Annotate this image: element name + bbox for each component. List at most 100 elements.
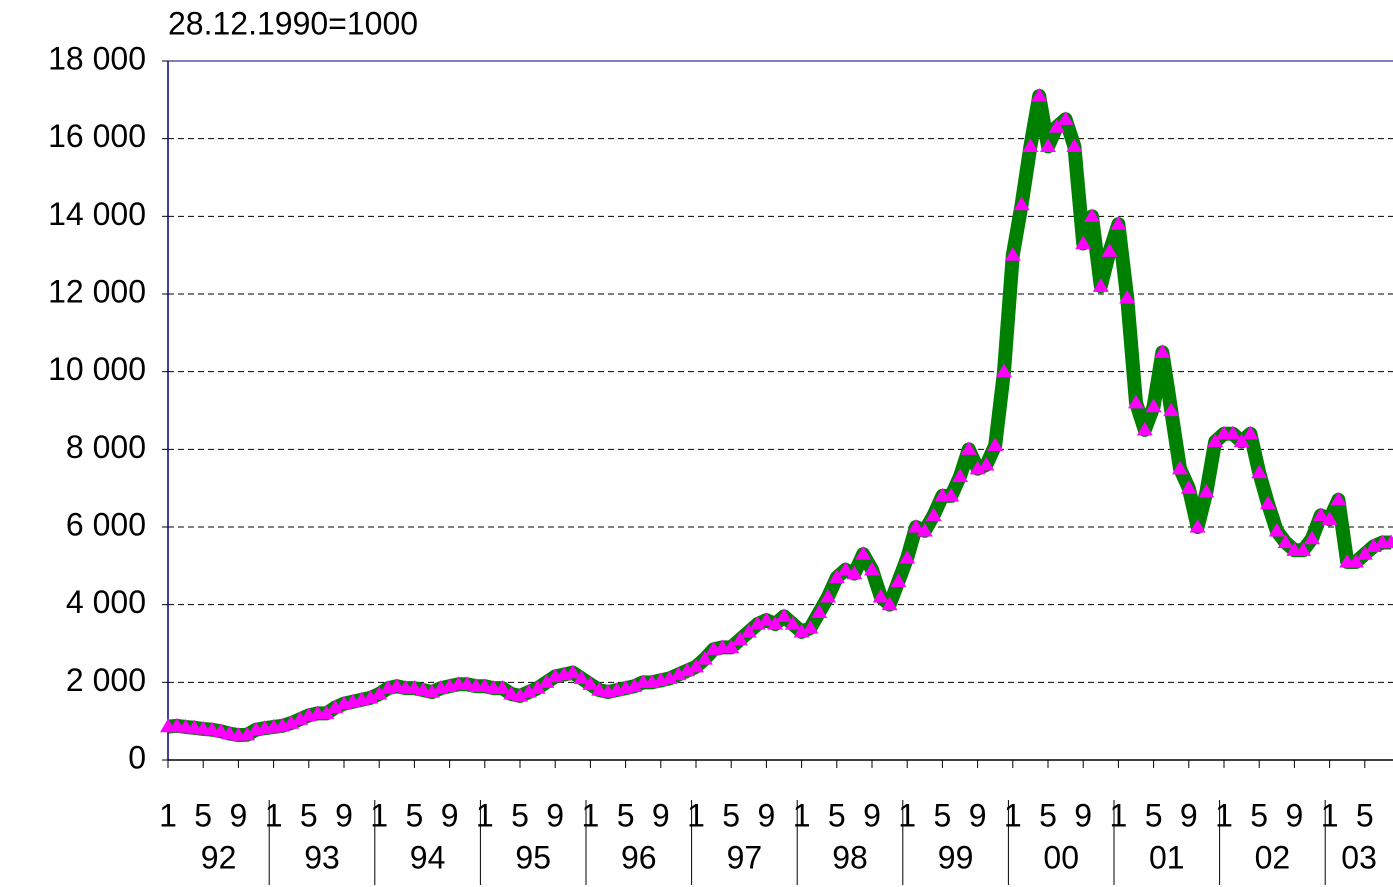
marker [732,631,748,646]
x-tick-label: 1 [687,797,705,833]
x-tick-label: 1 [265,797,283,833]
marker [1224,425,1241,440]
marker [1180,480,1197,494]
marker [1136,421,1153,436]
marker [1092,278,1109,292]
marker [758,612,775,626]
x-tick-label: 1 [370,797,388,833]
marker [828,569,845,584]
x-tick-label: 1 [1321,797,1339,833]
marker [740,623,757,638]
marker [1277,534,1294,549]
marker [424,684,440,698]
x-tick-label: 9 [758,797,776,833]
x-tick-label: 5 [300,797,318,833]
marker [1154,344,1171,358]
marker [1013,196,1030,211]
marker [952,468,968,483]
marker [1022,138,1039,153]
marker [679,662,696,677]
marker [688,658,704,673]
x-tick-label: 1 [159,797,177,833]
marker [987,437,1004,452]
marker [292,711,308,725]
x-tick-label: 5 [511,797,529,833]
x-tick-label: 1 [582,797,600,833]
year-label: 96 [621,839,657,875]
marker [212,723,229,737]
marker [916,522,933,537]
y-tick-label: 14 000 [48,196,146,232]
x-tick-label: 5 [194,797,212,833]
x-tick-label: 9 [863,797,881,833]
marker [512,687,528,702]
marker [239,726,256,741]
line [167,88,1392,743]
marker [1295,542,1312,556]
marker [802,619,819,634]
marker [1233,433,1250,448]
y-tick-label: 0 [128,739,146,775]
x-tick-label: 9 [652,797,670,833]
chart-title: 28.12.1990=1000 [168,5,418,41]
marker [1321,511,1338,525]
y-tick-label: 10 000 [48,351,146,387]
marker [864,561,880,576]
x-tick-label: 9 [441,797,459,833]
marker [1075,235,1092,250]
marker [960,441,977,455]
year-label: 02 [1255,839,1291,875]
x-tick-label: 9 [546,797,564,833]
y-tick-label: 12 000 [48,273,146,309]
marker [1172,460,1188,475]
marker [318,705,335,719]
marker [1242,425,1259,440]
marker [1163,402,1180,417]
marker [749,616,766,630]
marker [1383,534,1393,549]
marker [978,456,995,471]
marker [1031,87,1048,102]
marker [784,616,801,630]
marker [1128,394,1144,409]
marker [529,680,546,694]
x-tick-label: 1 [793,797,811,833]
marker [1268,522,1285,537]
marker [564,664,581,679]
marker [327,699,344,714]
marker [820,588,836,603]
marker [1312,507,1329,521]
marker [661,670,678,685]
marker [1198,484,1215,498]
marker [925,507,942,521]
y-tick-label: 18 000 [48,40,146,76]
marker [362,689,379,704]
marker [1251,464,1268,479]
x-tick-label: 9 [230,797,248,833]
marker [283,715,300,729]
year-label: 93 [304,839,340,875]
x-tick-label: 9 [1180,797,1198,833]
marker [767,616,784,630]
y-tick-label: 4 000 [66,584,146,620]
x-tick-label: 5 [934,797,952,833]
x-tick-label: 9 [1286,797,1304,833]
marker [1066,138,1083,153]
year-label: 92 [201,839,237,875]
marker [837,561,854,576]
marker [1207,433,1224,448]
marker [1356,546,1373,560]
marker [943,487,960,502]
marker [1048,119,1065,133]
marker [1101,243,1118,257]
marker [1057,111,1074,125]
marker [1084,208,1100,222]
marker [1110,216,1127,230]
marker [723,639,740,653]
marker [793,623,810,638]
marker [538,674,555,688]
marker [1040,138,1056,153]
marker [1330,491,1347,506]
year-label: 95 [515,839,551,875]
x-tick-label: 5 [1356,797,1374,833]
